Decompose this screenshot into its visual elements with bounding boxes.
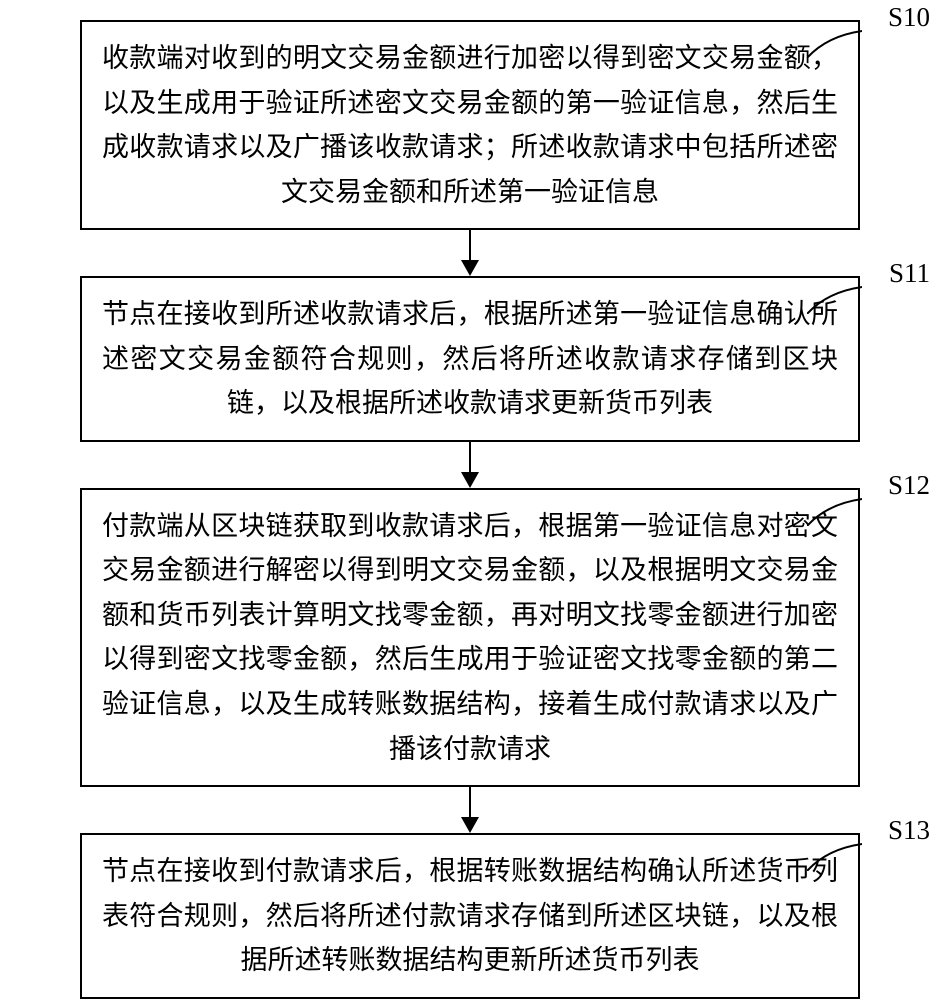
step-box-s10: 收款端对收到的明文交易金额进行加密以得到密文交易金额，以及生成用于验证所述密文交… [80, 20, 860, 230]
arrow-s10-s11 [461, 230, 479, 276]
arrow-s11-s12 [461, 442, 479, 488]
step-box-s12: 付款端从区块链获取到收款请求后，根据第一验证信息对密文交易金额进行解密以得到明文… [80, 488, 860, 787]
step-box-s11: 节点在接收到所述收款请求后，根据所述第一验证信息确认所述密文交易金额符合规则，然… [80, 276, 860, 442]
step-s11: S11 节点在接收到所述收款请求后，根据所述第一验证信息确认所述密文交易金额符合… [40, 276, 900, 442]
step-s10: S10 收款端对收到的明文交易金额进行加密以得到密文交易金额，以及生成用于验证所… [40, 20, 900, 230]
step-label-s13: S13 [888, 815, 930, 846]
step-box-s13: 节点在接收到付款请求后，根据转账数据结构确认所述货币列表符合规则，然后将所述付款… [80, 833, 860, 999]
flowchart-container: S10 收款端对收到的明文交易金额进行加密以得到密文交易金额，以及生成用于验证所… [40, 20, 900, 999]
step-label-s12: S12 [888, 470, 930, 501]
step-s13: S13 节点在接收到付款请求后，根据转账数据结构确认所述货币列表符合规则，然后将… [40, 833, 900, 999]
step-label-s10: S10 [888, 2, 930, 33]
step-label-s11: S11 [889, 258, 930, 289]
arrow-s12-s13 [461, 787, 479, 833]
step-s12: S12 付款端从区块链获取到收款请求后，根据第一验证信息对密文交易金额进行解密以… [40, 488, 900, 787]
